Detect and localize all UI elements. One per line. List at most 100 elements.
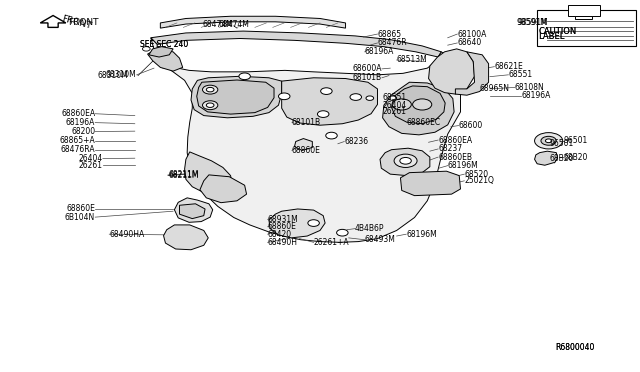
Text: CAUTION: CAUTION (538, 26, 577, 36)
Circle shape (308, 220, 319, 227)
Circle shape (202, 101, 218, 110)
Circle shape (278, 93, 290, 100)
Text: 68236: 68236 (344, 137, 369, 146)
Circle shape (317, 111, 329, 118)
Text: 68310M: 68310M (98, 71, 129, 80)
Text: 68860EC: 68860EC (406, 118, 440, 127)
Text: 68200: 68200 (71, 127, 95, 136)
Text: 68640: 68640 (458, 38, 481, 48)
FancyBboxPatch shape (568, 5, 600, 16)
Text: 68865: 68865 (378, 29, 402, 39)
Text: 68860E: 68860E (67, 205, 95, 214)
Circle shape (143, 46, 150, 51)
Polygon shape (174, 198, 212, 222)
Text: 68931M: 68931M (268, 215, 298, 224)
Polygon shape (149, 46, 173, 57)
Text: 68476R: 68476R (378, 38, 407, 48)
Polygon shape (148, 49, 182, 71)
Text: 68520: 68520 (465, 170, 488, 179)
Text: 68420: 68420 (268, 230, 292, 239)
Text: 26404: 26404 (79, 154, 103, 163)
Text: 68211M: 68211M (168, 170, 198, 179)
Circle shape (350, 94, 362, 100)
Polygon shape (196, 80, 274, 114)
Text: 68B20: 68B20 (564, 153, 588, 161)
Text: 68196M: 68196M (448, 161, 479, 170)
Text: 68621E: 68621E (494, 62, 523, 71)
Text: 68490HA: 68490HA (109, 230, 145, 239)
Text: LABEL: LABEL (538, 32, 564, 41)
Text: 68860E: 68860E (292, 146, 321, 155)
Text: 6B104N: 6B104N (65, 213, 95, 222)
Text: 68196A: 68196A (521, 92, 550, 100)
Polygon shape (40, 16, 66, 28)
Text: 68860EA: 68860EA (61, 109, 95, 118)
Polygon shape (161, 16, 346, 28)
Text: 68211M: 68211M (168, 171, 198, 180)
Circle shape (534, 133, 563, 149)
Text: FRONT: FRONT (61, 14, 93, 31)
Text: 26404: 26404 (383, 101, 407, 110)
Circle shape (389, 96, 397, 100)
Text: 26261: 26261 (383, 108, 407, 116)
Text: 68860EA: 68860EA (438, 135, 472, 145)
Text: 68493M: 68493M (365, 235, 396, 244)
Text: 68196M: 68196M (406, 230, 437, 239)
Polygon shape (383, 82, 454, 135)
Polygon shape (179, 204, 205, 219)
Polygon shape (282, 78, 378, 125)
Polygon shape (191, 76, 282, 118)
Text: 68865+A: 68865+A (60, 136, 95, 145)
Text: SEE SEC 240: SEE SEC 240 (140, 40, 188, 49)
Circle shape (202, 85, 218, 94)
Text: 4B4B6P: 4B4B6P (355, 224, 385, 233)
Circle shape (239, 73, 250, 80)
Text: 68860E: 68860E (268, 222, 296, 231)
Text: LABEL: LABEL (538, 32, 564, 41)
Text: 68237: 68237 (438, 144, 462, 153)
Text: 68476RA: 68476RA (61, 145, 95, 154)
Text: 68551: 68551 (508, 70, 532, 79)
Polygon shape (380, 148, 430, 176)
Circle shape (326, 132, 337, 139)
Text: R6800040: R6800040 (556, 343, 595, 352)
Polygon shape (200, 175, 246, 203)
Text: 68196A: 68196A (66, 118, 95, 127)
Text: 25021Q: 25021Q (465, 176, 494, 185)
Polygon shape (456, 52, 488, 95)
Text: SEE SEC 240: SEE SEC 240 (140, 40, 188, 49)
Text: 68474M: 68474M (218, 20, 249, 29)
Polygon shape (269, 209, 325, 238)
Polygon shape (392, 86, 445, 124)
Polygon shape (534, 151, 557, 165)
Text: CAUTION: CAUTION (538, 26, 577, 36)
Circle shape (541, 137, 556, 145)
Circle shape (321, 88, 332, 94)
Text: 68310M: 68310M (106, 70, 137, 79)
Text: 26261+A: 26261+A (314, 238, 349, 247)
Text: 68965N: 68965N (479, 84, 509, 93)
Circle shape (366, 96, 374, 100)
Circle shape (206, 87, 214, 92)
Text: FRONT: FRONT (68, 18, 99, 27)
Text: 68B20: 68B20 (550, 154, 574, 163)
Text: 96501: 96501 (564, 136, 588, 145)
Text: 68474M: 68474M (202, 20, 233, 29)
Circle shape (545, 139, 552, 142)
Text: 68860EB: 68860EB (438, 153, 472, 161)
Polygon shape (151, 31, 442, 57)
Text: 68600: 68600 (459, 121, 483, 130)
Text: 68513M: 68513M (397, 55, 428, 64)
Circle shape (400, 157, 412, 164)
Text: 26261: 26261 (79, 161, 103, 170)
Circle shape (337, 230, 348, 236)
Text: 68100A: 68100A (458, 29, 486, 39)
Text: 68108N: 68108N (515, 83, 545, 92)
Text: 68551: 68551 (383, 93, 407, 102)
Text: 98591M: 98591M (518, 19, 548, 28)
Circle shape (392, 99, 412, 110)
Text: 96501: 96501 (550, 139, 574, 148)
Polygon shape (294, 138, 312, 150)
FancyBboxPatch shape (575, 16, 592, 19)
Polygon shape (151, 38, 461, 242)
